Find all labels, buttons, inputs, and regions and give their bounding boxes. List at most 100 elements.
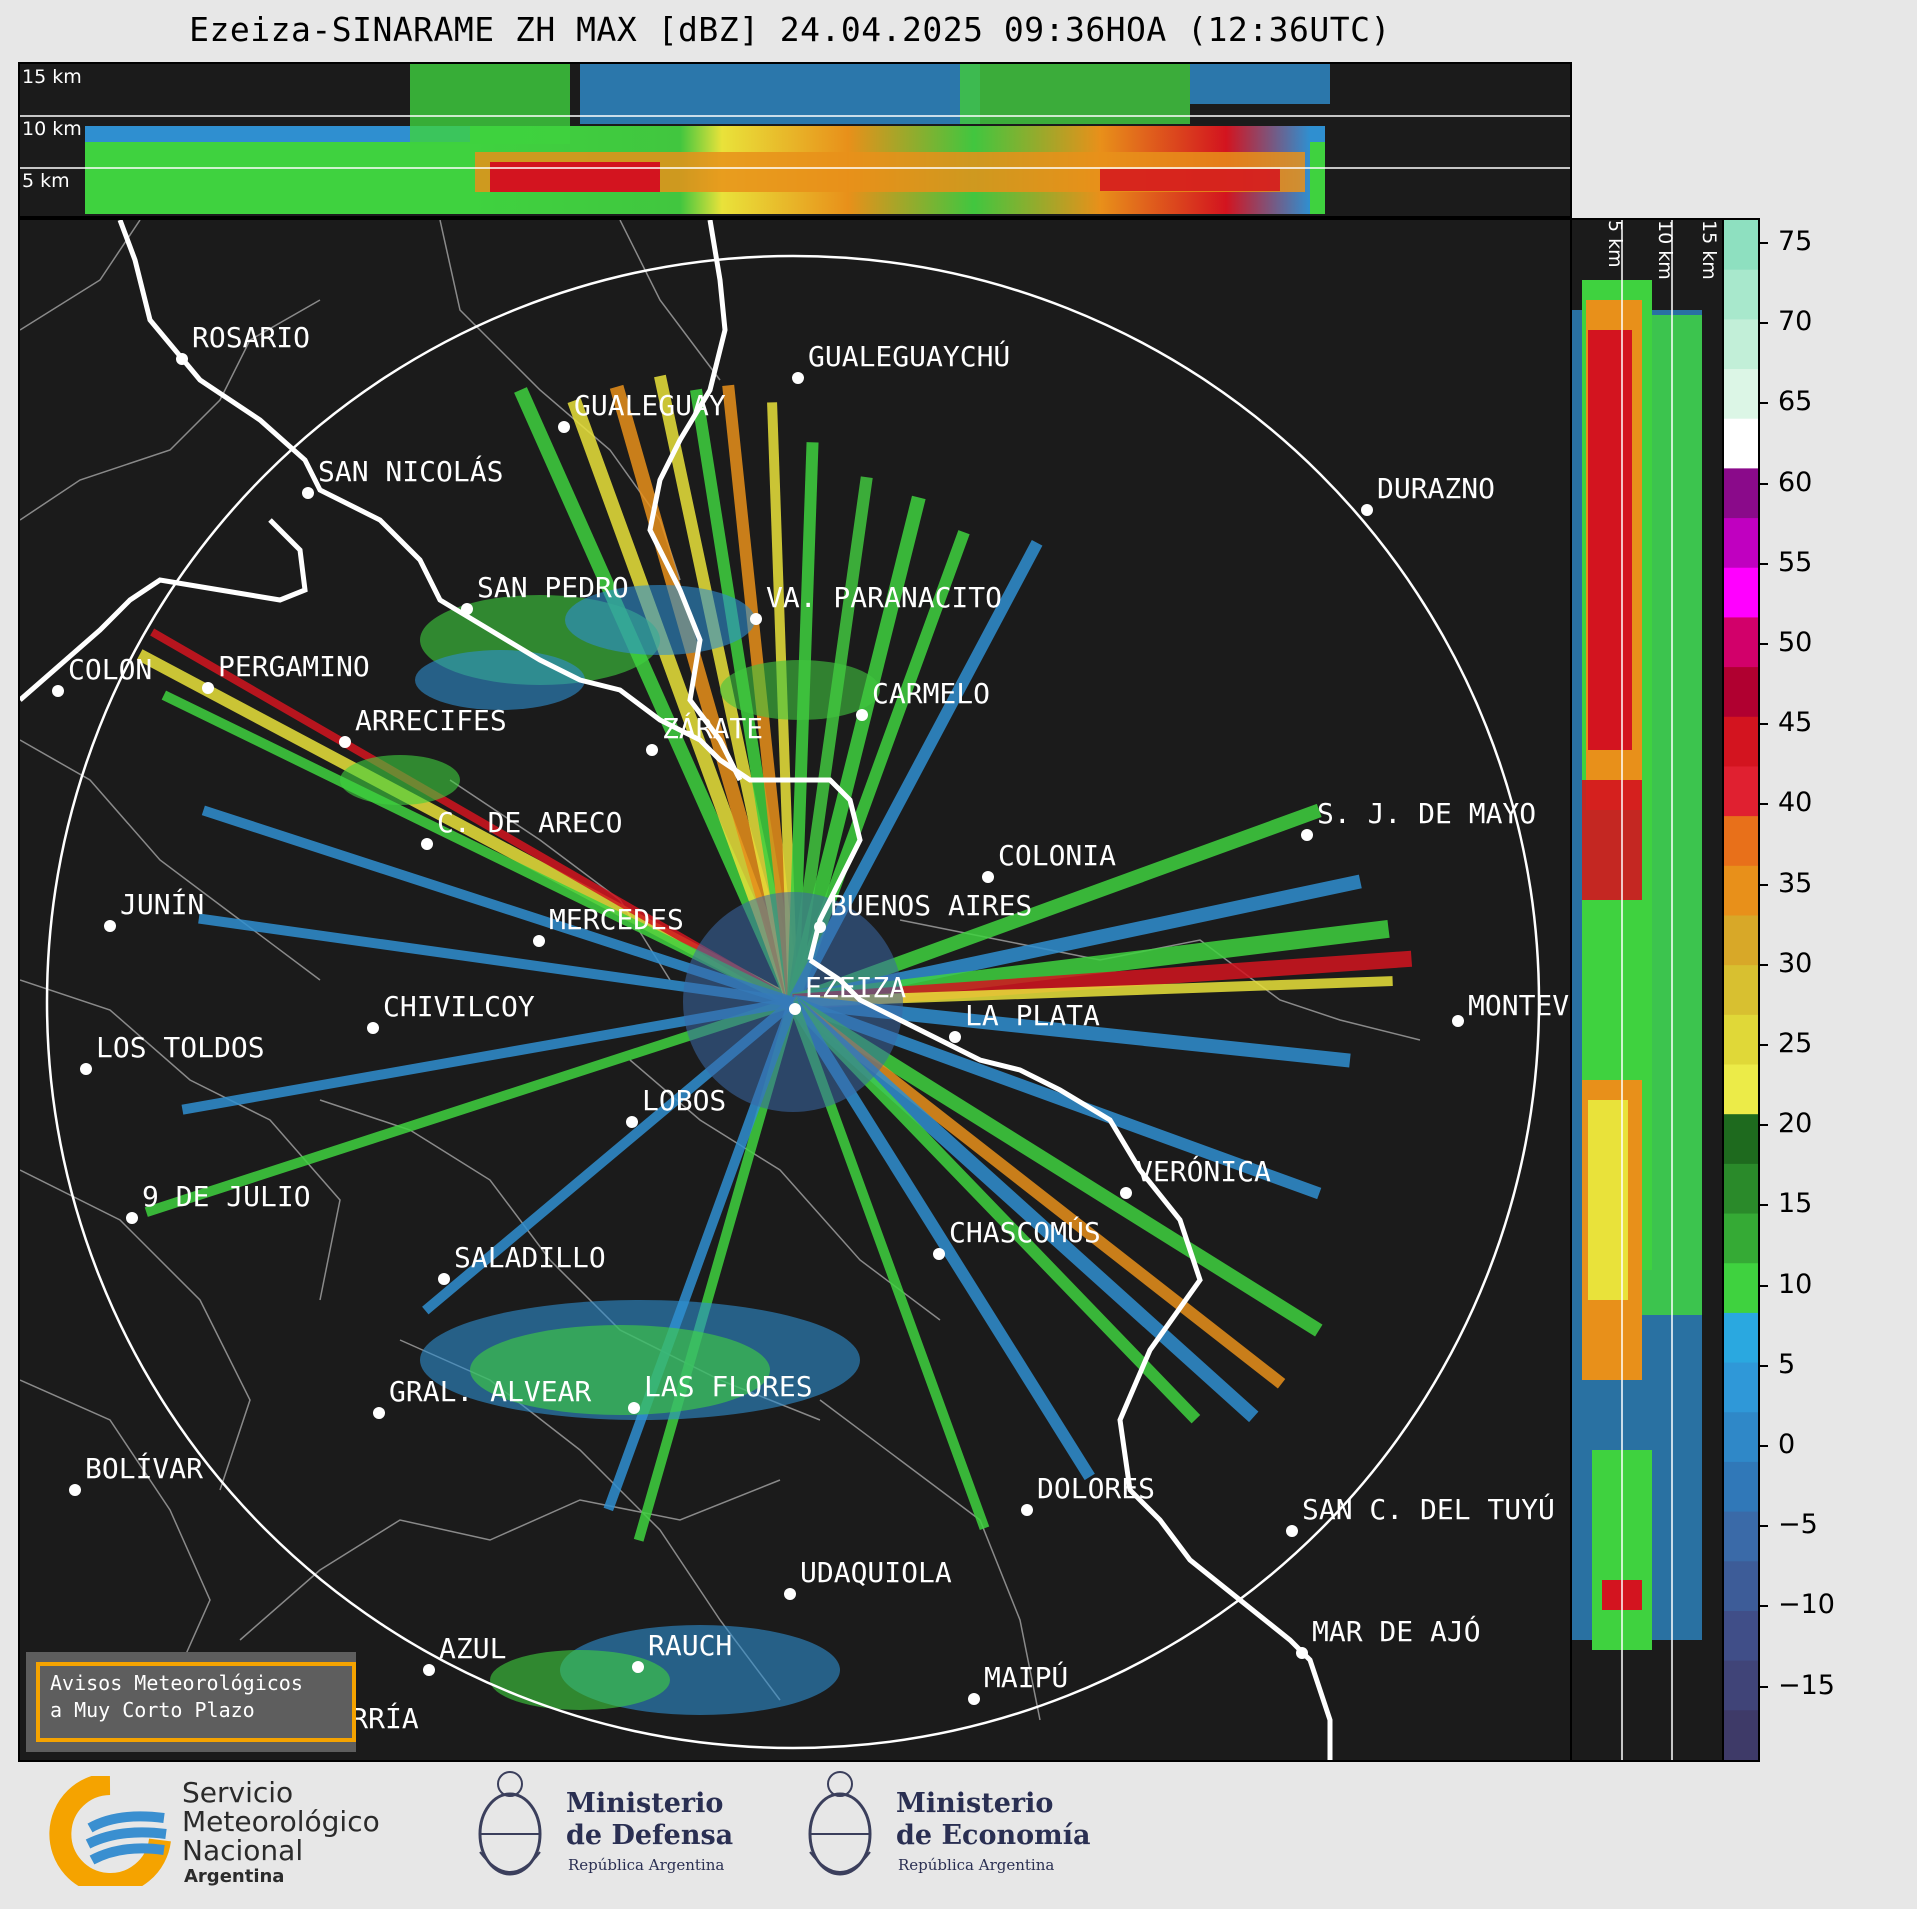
colorbar-band [1724,667,1758,718]
city-marker[interactable] [933,1248,945,1260]
city-marker[interactable] [80,1063,92,1075]
city-marker[interactable] [792,372,804,384]
city-marker[interactable] [1286,1525,1298,1537]
city-label: SAN NICOLÁS [318,454,503,488]
height-label-5km: 5 km [22,170,70,192]
colorbar-band [1724,518,1758,569]
echo-ray [161,690,796,1007]
city-marker[interactable] [202,682,214,694]
city-label: DOLORES [1037,1472,1155,1505]
colorbar-band [1724,1461,1758,1513]
city-marker[interactable] [302,487,314,499]
city-layer: ROSARIO GUALEGUAYCHÚ GUALEGUAY SAN NICOLÁS D… [52,321,1570,1735]
city-label: ROSARIO [192,321,310,354]
colorbar-tick-label: 20 [1778,1108,1813,1140]
city-marker[interactable] [533,935,545,947]
smn-logo-icon [49,1776,171,1886]
colorbar-tick-label: −15 [1778,1669,1835,1701]
colorbar-tick-label: 50 [1778,627,1813,658]
avisos-line2: a Muy Corto Plazo [50,1698,255,1722]
city-marker[interactable] [421,838,433,850]
city-marker[interactable] [626,1116,638,1128]
city-marker[interactable] [856,709,868,721]
city-marker[interactable] [104,920,116,932]
city-label: S. J. DE MAYO [1317,797,1536,830]
city-marker[interactable] [423,1664,435,1676]
city-label: SAN C. DEL TUYÚ [1302,1492,1555,1526]
city-label: MAR DE AJÓ [1312,1614,1481,1648]
colorbar-tick-mark [1758,1445,1768,1447]
colorbar-tick-label: 65 [1778,386,1813,418]
colorbar-band [1724,1511,1758,1563]
echo-cell [720,660,880,720]
colorbar-band [1724,816,1758,867]
city-marker[interactable] [1452,1015,1464,1027]
city-label: ARRECIFES [355,704,507,737]
colorbar-band [1724,1263,1758,1314]
city-marker[interactable] [373,1407,385,1419]
city-marker[interactable] [52,685,64,697]
city-marker[interactable] [632,1661,644,1673]
colorbar-tick-mark [1758,1044,1768,1046]
echo-cell [565,585,755,655]
city-marker[interactable] [339,736,351,748]
colorbar-band [1724,716,1758,768]
side-label-10km: 10 km [1654,220,1676,280]
city-marker[interactable] [461,603,473,615]
colorbar-tick-mark [1758,1685,1768,1688]
city-marker[interactable] [367,1022,379,1034]
radar-map-svg[interactable]: ROSARIO GUALEGUAYCHÚ GUALEGUAY SAN NICOLÁS D… [20,220,1570,1760]
colorbar-band [1724,1312,1758,1364]
city-marker[interactable] [69,1484,81,1496]
city-label: MAIPÚ [984,1660,1068,1694]
echo-layer [136,374,1413,1715]
colorbar-band [1724,1412,1758,1463]
city-marker[interactable] [646,744,658,756]
city-marker[interactable] [126,1212,138,1224]
city-marker[interactable] [784,1588,796,1600]
city-marker[interactable] [789,1003,801,1015]
city-label: CHIVILCOY [383,990,535,1023]
city-marker[interactable] [1120,1187,1132,1199]
top-profile-svg [20,64,1570,214]
city-marker[interactable] [1021,1504,1033,1516]
avisos-box[interactable]: Avisos Meteorológicos a Muy Corto Plazo [26,1652,356,1752]
city-marker[interactable] [968,1693,980,1705]
echo-cell [340,755,460,805]
top-height-profile: 15 km 10 km 5 km [18,62,1572,218]
city-marker[interactable] [438,1273,450,1285]
colorbar-band [1724,1362,1758,1414]
avisos-line1: Avisos Meteorológicos [50,1671,303,1695]
colorbar-tick-label: 5 [1778,1348,1796,1380]
city-label: GUALEGUAY [574,389,726,422]
colorbar-tick-mark [1758,723,1768,726]
city-marker[interactable] [949,1031,961,1043]
city-label: JUNÍN [120,887,204,921]
range-ring [45,254,1541,1750]
city-marker[interactable] [558,421,570,433]
colorbar-tick-mark [1758,1605,1768,1608]
city-marker[interactable] [176,353,188,365]
colorbar-tick-label: −10 [1778,1589,1835,1621]
city-label: LA PLATA [965,999,1100,1032]
radar-map[interactable]: ROSARIO GUALEGUAYCHÚ GUALEGUAY SAN NICOLÁS D… [18,218,1572,1762]
side-label-15km: 15 km [1698,220,1720,280]
colorbar-tick-label: 55 [1778,546,1813,578]
colorbar-band [1724,865,1758,917]
avisos-label[interactable]: Avisos Meteorológicos a Muy Corto Plazo [36,1662,356,1742]
city-label: GUALEGUAYCHÚ [808,339,1010,373]
city-marker[interactable] [982,871,994,883]
city-marker[interactable] [1296,1647,1308,1659]
city-label: SALADILLO [454,1241,606,1274]
city-marker[interactable] [814,921,826,933]
city-marker[interactable] [750,613,762,625]
city-marker[interactable] [628,1402,640,1414]
city-marker[interactable] [1301,829,1313,841]
echo-clutter [683,892,903,1112]
echo-cell [470,1325,770,1415]
colorbar-tick-label: 35 [1778,867,1813,899]
colorbar-tick-label: 15 [1778,1188,1813,1220]
economia-shield-icon [808,1771,872,1876]
height-label-15km: 15 km [22,66,82,88]
city-marker[interactable] [1361,504,1373,516]
